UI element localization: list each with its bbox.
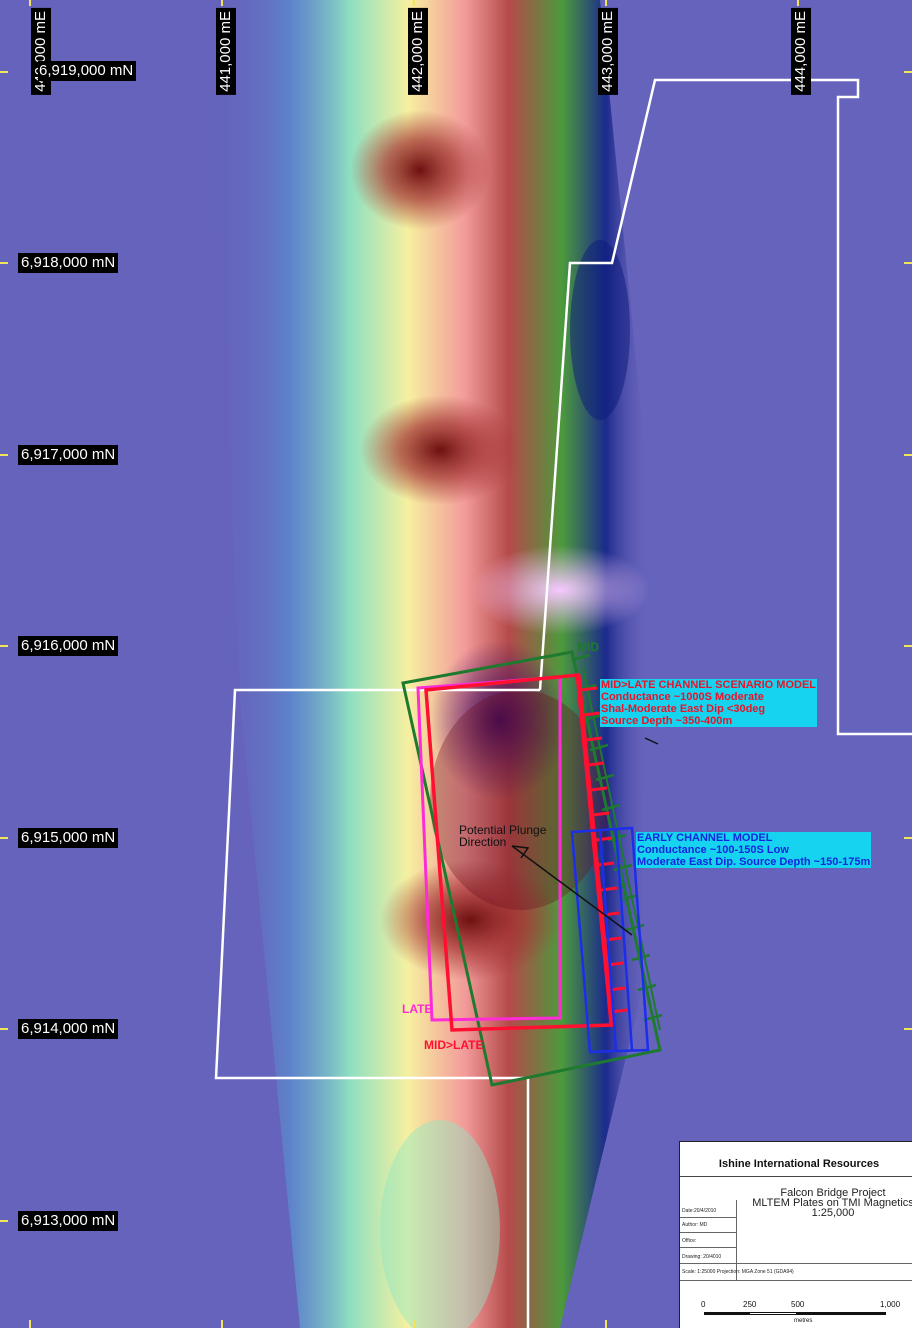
mid-late-plate-ticks bbox=[580, 686, 628, 1014]
scale-tick-label: 500 bbox=[791, 1300, 805, 1309]
easting-label: 444,000 mE bbox=[791, 8, 811, 95]
northing-label: 6,914,000 mN bbox=[18, 1019, 119, 1039]
easting-label: 443,000 mE bbox=[598, 8, 618, 95]
tenement-boundary-lower bbox=[214, 688, 540, 1328]
late-tag: LATE bbox=[402, 1002, 433, 1016]
scale-bar bbox=[704, 1312, 750, 1315]
mid-late-plate bbox=[424, 673, 615, 1032]
mid-late-model-note: MID>LATE CHANNEL SCENARIO MODEL Conducta… bbox=[600, 679, 818, 727]
early-model-note: EARLY CHANNEL MODEL Conductance ~100-150… bbox=[636, 832, 872, 868]
scale-tick-label: 250 bbox=[743, 1300, 757, 1309]
plunge-label: Potential Plunge Direction bbox=[459, 823, 547, 849]
northing-label: 6,919,000 mN bbox=[38, 61, 137, 81]
northing-label: 6,918,000 mN bbox=[18, 253, 119, 273]
northing-label: 6,913,000 mN bbox=[18, 1211, 119, 1231]
company-name: Ishine International Resources bbox=[718, 1158, 880, 1170]
scale-tick-label: 0 bbox=[701, 1300, 706, 1309]
tenement-boundary-upper bbox=[538, 78, 912, 736]
project-title: Falcon Bridge Project MLTEM Plates on TM… bbox=[752, 1187, 912, 1219]
mid-tag: MID bbox=[577, 640, 599, 654]
easting-label: 440,000 mE bbox=[31, 8, 51, 95]
mid-late-tag: MID>LATE bbox=[424, 1038, 484, 1052]
scale-tick-label: 1,000 bbox=[880, 1300, 901, 1309]
author-field: Author: MD bbox=[682, 1222, 708, 1228]
date-field: Date:20/4/2010 bbox=[682, 1208, 717, 1214]
easting-label: 441,000 mE bbox=[216, 8, 236, 95]
drawing-field: Drawing: 20/4010 bbox=[682, 1254, 722, 1260]
mid-plate bbox=[401, 650, 662, 1087]
scale-projection-field: Scale: 1:25000 Projection: MGA Zone 51 (… bbox=[682, 1269, 794, 1275]
northing-label: 6,917,000 mN bbox=[18, 445, 119, 465]
title-block: Ishine International Resources Falcon Br… bbox=[679, 1141, 912, 1328]
office-field: Office: bbox=[682, 1238, 697, 1244]
northing-label: 6,916,000 mN bbox=[18, 636, 119, 656]
scale-units: metres bbox=[794, 1318, 813, 1324]
early-plate bbox=[570, 826, 650, 1054]
northing-label: 6,915,000 mN bbox=[18, 828, 119, 848]
easting-label: 442,000 mE bbox=[408, 8, 428, 95]
plunge-arrow bbox=[511, 737, 659, 936]
